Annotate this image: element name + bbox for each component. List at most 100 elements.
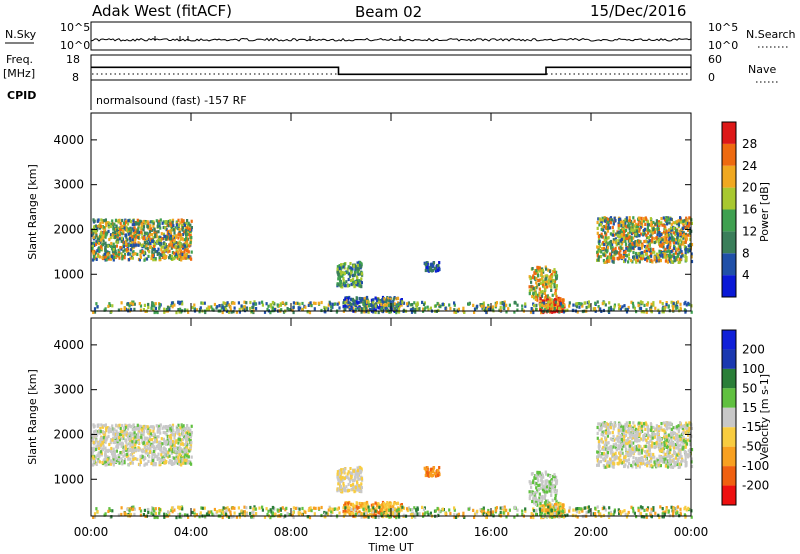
echo-cell (166, 434, 169, 438)
echo-cell (372, 310, 375, 314)
echo-cell (329, 302, 332, 306)
echo-cell (148, 432, 151, 436)
echo-cell (628, 442, 631, 446)
echo-cell (136, 230, 139, 234)
echo-cell (619, 433, 622, 438)
echo-cell (635, 224, 638, 228)
echo-cell (163, 461, 166, 465)
echo-cell (162, 245, 165, 249)
echo-cell (665, 236, 668, 240)
echo-cell (344, 284, 347, 288)
echo-cell (665, 216, 668, 220)
echo-cell (127, 232, 130, 236)
echo-cell (162, 447, 165, 451)
echo-cell (107, 449, 110, 453)
echo-cell (647, 436, 650, 440)
echo-cell (532, 304, 536, 308)
echo-cell (688, 221, 691, 225)
echo-cell (131, 450, 134, 454)
echo-cell (162, 220, 165, 224)
echo-cell (120, 225, 123, 229)
echo-cell (559, 297, 562, 301)
echo-cell (625, 216, 628, 220)
echo-cell (164, 221, 167, 225)
echo-cell (96, 219, 99, 223)
echo-cell (618, 224, 622, 228)
echo-cell (344, 297, 347, 301)
echo-cell (121, 429, 124, 433)
echo-cell (129, 457, 132, 461)
echo-cell (189, 439, 192, 443)
echo-cell (658, 439, 661, 443)
echo-cell (688, 434, 691, 438)
echo-cell (689, 234, 692, 238)
echo-cell (124, 225, 127, 229)
echo-cell (108, 426, 111, 430)
echo-cell (170, 223, 173, 227)
echo-cell (606, 430, 610, 434)
echo-cell (677, 241, 680, 245)
echo-cell (658, 427, 661, 431)
echo-cell (652, 301, 655, 305)
echo-cell (690, 426, 693, 430)
echo-cell (659, 254, 662, 258)
echo-cell (609, 431, 612, 435)
echo-cell (598, 449, 601, 453)
echo-cell (647, 236, 650, 240)
echo-cell (550, 304, 553, 308)
echo-cell (167, 451, 170, 455)
echo-cell (687, 228, 690, 232)
echo-cell (182, 424, 185, 428)
echo-cell (663, 307, 666, 311)
echo-cell (104, 235, 107, 239)
echo-cell (337, 277, 340, 281)
echo-cell (600, 221, 603, 225)
echo-cell (622, 249, 626, 253)
echo-cell (641, 242, 644, 246)
echo-cell (147, 302, 150, 307)
echo-cell (107, 304, 110, 308)
echo-cell (533, 271, 536, 275)
echo-cell (163, 248, 166, 253)
echo-cell (671, 236, 674, 240)
echo-cell (153, 227, 156, 231)
echo-cell (642, 424, 645, 428)
echo-cell (308, 311, 312, 315)
echo-cell (389, 310, 392, 314)
echo-cell (677, 449, 680, 453)
echo-cell (632, 228, 635, 233)
echo-cell (543, 291, 546, 296)
echo-cell (638, 444, 641, 448)
echo-cell (118, 436, 121, 440)
echo-cell (688, 454, 691, 458)
echo-cell (149, 448, 152, 452)
echo-cell (139, 249, 142, 253)
echo-cell (144, 456, 147, 461)
echo-cell (96, 454, 99, 458)
echo-cell (667, 304, 670, 308)
echo-cell (545, 303, 548, 307)
echo-cell (604, 443, 607, 447)
echo-cell (188, 225, 191, 229)
echo-cell (356, 306, 359, 310)
echo-cell (383, 303, 386, 307)
echo-cell (660, 217, 663, 221)
echo-cell (107, 430, 110, 434)
echo-cell (651, 431, 654, 435)
echo-cell (109, 244, 113, 248)
echo-cell (598, 249, 601, 253)
echo-cell (139, 424, 142, 428)
echo-cell (158, 461, 161, 465)
echo-cell (113, 230, 116, 234)
echo-cell (136, 228, 140, 232)
echo-cell (168, 454, 171, 458)
echo-cell (665, 238, 668, 242)
nsearch-tick-top: 10^5 (708, 21, 738, 34)
echo-cell (139, 253, 142, 257)
echo-cell (653, 455, 656, 459)
echo-cell (187, 426, 190, 430)
echo-cell (150, 304, 154, 308)
echo-cell (636, 429, 639, 433)
echo-cell (675, 425, 679, 429)
